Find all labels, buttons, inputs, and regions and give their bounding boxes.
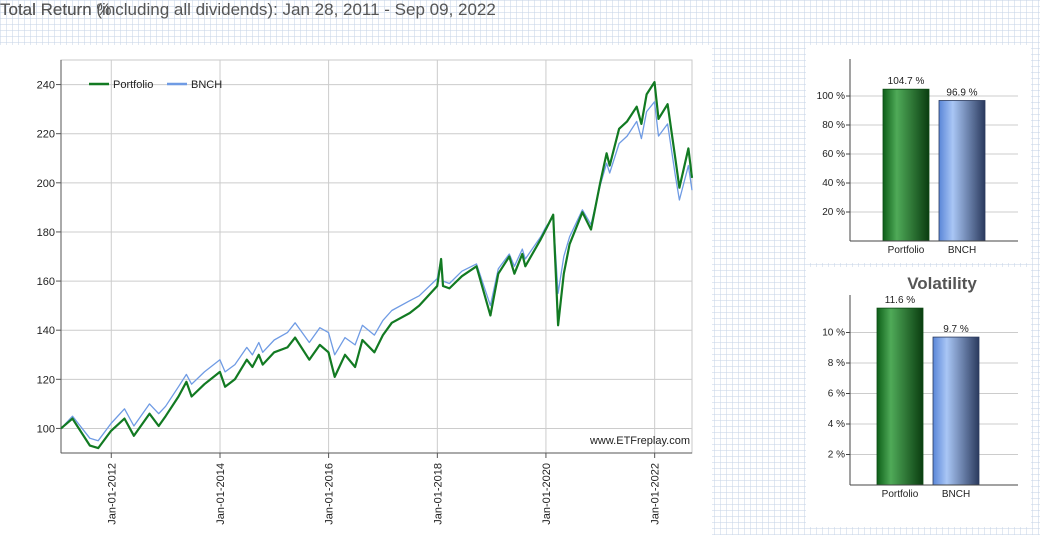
y-tick-label: 2 %: [828, 450, 845, 461]
main-chart-panel: 100 120 140 160 180 200 220 240 Jan-01-2012 Jan-0…: [0, 45, 712, 535]
y-tick-label: 4 %: [828, 419, 845, 430]
y-tick-label: 160: [37, 276, 55, 288]
y-tick-label: 200: [37, 178, 55, 190]
y-tick-label: 6 %: [828, 389, 845, 400]
y-tick-label: 120: [37, 374, 55, 386]
y-tick-label: 80 %: [822, 120, 845, 131]
x-tick-label: Jan-01-2020: [541, 463, 553, 525]
x-tick-label: Jan-01-2018: [432, 463, 444, 525]
y-tick-label: 240: [37, 80, 55, 92]
volatility-chart-panel: Volatility 2 % 4 % 6 % 8 % 10 % 11.6 % Portfoli…: [806, 267, 1031, 527]
bar-value-label: 96.9 %: [946, 87, 977, 98]
series-line-portfolio: [60, 80, 694, 450]
y-tick-label: 180: [37, 227, 55, 239]
line-chart: 100 120 140 160 180 200 220 240 Jan-01-2012 Jan-0…: [37, 59, 694, 525]
bar-value-label: 11.6 %: [885, 295, 915, 306]
return-chart-panel: 20 % 40 % 60 % 80 % 100 % 104.7 % Portfolio 96.…: [806, 45, 1031, 263]
y-tick-label: 10 %: [822, 328, 845, 339]
bar-portfolio: [876, 307, 924, 486]
y-tick-label: 60 %: [822, 149, 845, 160]
y-tick-label: 220: [37, 129, 55, 141]
chart-title: Volatility: [907, 274, 977, 293]
bar-bnch: [938, 100, 986, 242]
x-tick-label: Jan-01-2014: [215, 463, 227, 525]
x-tick-label: BNCH: [948, 245, 976, 256]
y-tick-label: 100: [37, 423, 55, 435]
x-tick-label: Jan-01-2022: [650, 463, 662, 525]
legend-label-portfolio: Portfolio: [113, 79, 153, 91]
watermark: www.ETFreplay.com: [589, 435, 690, 447]
y-tick-label: 8 %: [828, 358, 845, 369]
bar-portfolio: [882, 88, 930, 242]
bar-value-label: 104.7 %: [888, 76, 925, 87]
total-return-bar-chart: 20 % 40 % 60 % 80 % 100 % 104.7 % Portfolio 96.…: [817, 59, 1018, 256]
y-tick-label: 40 %: [822, 178, 845, 189]
x-tick-label: Portfolio: [882, 489, 919, 500]
x-tick-label: BNCH: [942, 489, 970, 500]
x-tick-label: Portfolio: [888, 245, 925, 256]
plot-area: [60, 59, 693, 454]
series-line-bnch: [60, 101, 693, 442]
y-tick-label: 20 %: [822, 207, 845, 218]
y-tick-label: 100 %: [817, 91, 845, 102]
return-chart-title: Total Return %: [0, 0, 112, 19]
legend-label-bnch: BNCH: [191, 79, 222, 91]
x-tick-label: Jan-01-2012: [106, 463, 118, 525]
main-chart-title: Total Return (including all dividends): …: [0, 0, 496, 19]
x-tick-label: Jan-01-2016: [324, 463, 336, 525]
bar-bnch: [932, 336, 980, 486]
y-tick-label: 140: [37, 325, 55, 337]
bar-value-label: 9.7 %: [943, 324, 969, 335]
volatility-bar-chart: Volatility 2 % 4 % 6 % 8 % 10 % 11.6 % Portfoli…: [822, 274, 1018, 500]
